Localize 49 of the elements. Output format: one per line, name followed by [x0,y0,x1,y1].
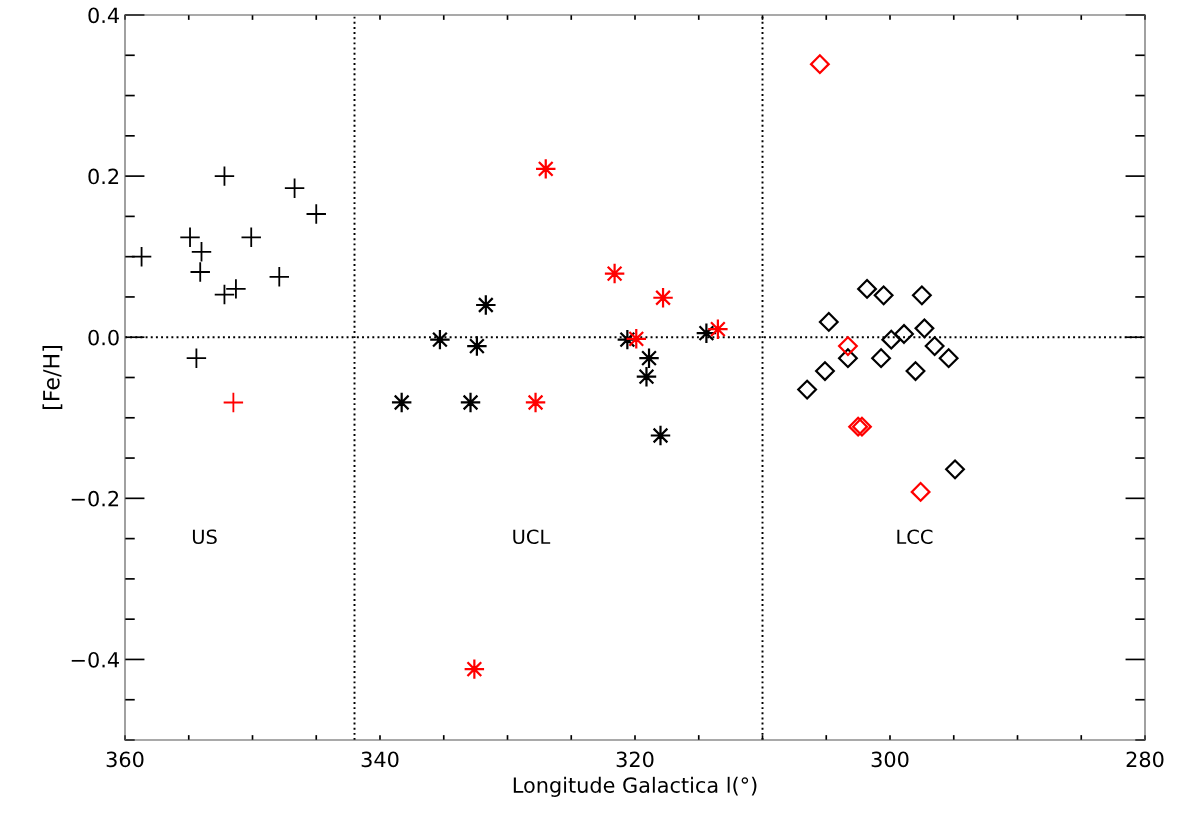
point [945,459,965,480]
annotation: US [192,529,217,545]
point [603,262,626,285]
point [283,177,306,199]
point [857,278,877,299]
point [881,329,902,350]
point [185,347,208,369]
point [911,285,932,306]
point [305,203,327,225]
point [524,391,547,414]
point [837,348,858,369]
x-tick-label: 300 [871,751,909,768]
point [815,361,835,381]
x-tick-label: 340 [361,751,399,768]
point [240,226,262,248]
annotation: UCL [513,529,551,545]
point [225,278,247,300]
x-tick-label: 360 [106,751,144,768]
point [179,226,201,248]
y-tick-label: 0.2 [88,168,119,185]
point [873,285,894,306]
x-tick-label: 280 [1126,751,1164,768]
point [924,336,945,357]
point [905,361,926,381]
point [268,266,290,288]
point [910,481,931,502]
point [938,348,959,369]
point [649,424,672,447]
y-tick-label: 0.0 [88,329,119,346]
x-axis-title: Longitude Galactica l(°) [513,776,757,797]
y-tick-label: −0.2 [71,490,119,507]
y-axis-title: [Fe/H] [42,346,63,409]
x-tick-label: 320 [616,751,654,768]
point [797,379,818,400]
point [914,318,935,339]
point [213,165,236,187]
point [837,336,858,357]
point [213,283,236,306]
point [818,311,839,332]
y-tick-label: 0.4 [88,7,119,24]
y-tick-label: −0.4 [71,651,119,668]
point [190,241,213,263]
point [871,348,892,369]
point [809,54,830,75]
point [222,391,245,414]
annotation: LCC [897,529,933,545]
point [894,324,914,344]
point [459,391,482,414]
point [189,261,211,283]
